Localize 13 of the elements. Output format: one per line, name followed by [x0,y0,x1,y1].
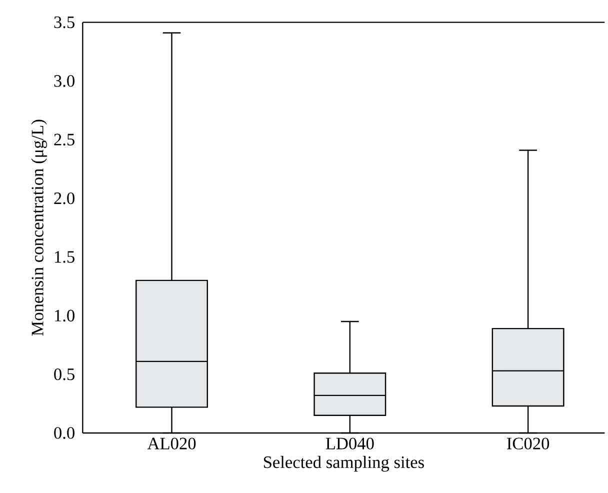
y-axis-title: Monensin concentration (μg/L) [31,120,47,336]
x-tick-label: LD040 [326,438,374,450]
y-tick-label: 2.0 [54,192,74,204]
x-tick-label: AL020 [147,438,196,450]
x-axis-title: Selected sampling sites [264,456,424,472]
y-tick-label: 0.5 [54,368,74,380]
y-tick-label: 1.0 [54,310,74,322]
y-tick-label: 1.5 [54,251,74,263]
y-tick-label: 2.5 [54,134,74,146]
y-tick-label: 3.0 [54,75,74,87]
y-tick-label: 3.5 [54,16,74,28]
x-tick-label: IC020 [507,438,550,450]
y-tick-label: 0.0 [54,427,74,439]
